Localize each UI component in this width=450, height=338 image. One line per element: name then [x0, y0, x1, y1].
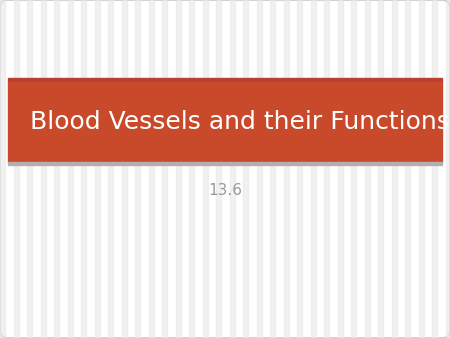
- Bar: [189, 0, 194, 338]
- Bar: [202, 0, 208, 338]
- Bar: [108, 0, 113, 338]
- Bar: [14, 0, 19, 338]
- Bar: [230, 0, 235, 338]
- Bar: [0, 0, 5, 338]
- Bar: [40, 0, 46, 338]
- Bar: [54, 0, 59, 338]
- Bar: [27, 0, 32, 338]
- Bar: [297, 0, 302, 338]
- Bar: [446, 0, 450, 338]
- Bar: [405, 0, 410, 338]
- Text: Blood Vessels and their Functions: Blood Vessels and their Functions: [30, 110, 450, 134]
- Bar: [122, 0, 127, 338]
- Text: 13.6: 13.6: [208, 183, 242, 198]
- Bar: [81, 0, 86, 338]
- Bar: [8, 82, 442, 162]
- Bar: [8, 78, 442, 82]
- Bar: [135, 0, 140, 338]
- Bar: [68, 0, 73, 338]
- Bar: [351, 0, 356, 338]
- Bar: [432, 0, 437, 338]
- Bar: [243, 0, 248, 338]
- Bar: [284, 0, 289, 338]
- Bar: [270, 0, 275, 338]
- Bar: [392, 0, 397, 338]
- Bar: [176, 0, 181, 338]
- Bar: [162, 0, 167, 338]
- Bar: [418, 0, 424, 338]
- Bar: [256, 0, 262, 338]
- Bar: [8, 162, 442, 165]
- Bar: [324, 0, 329, 338]
- Bar: [364, 0, 370, 338]
- Bar: [216, 0, 221, 338]
- Bar: [378, 0, 383, 338]
- Bar: [310, 0, 316, 338]
- Bar: [338, 0, 343, 338]
- Bar: [94, 0, 100, 338]
- Bar: [148, 0, 154, 338]
